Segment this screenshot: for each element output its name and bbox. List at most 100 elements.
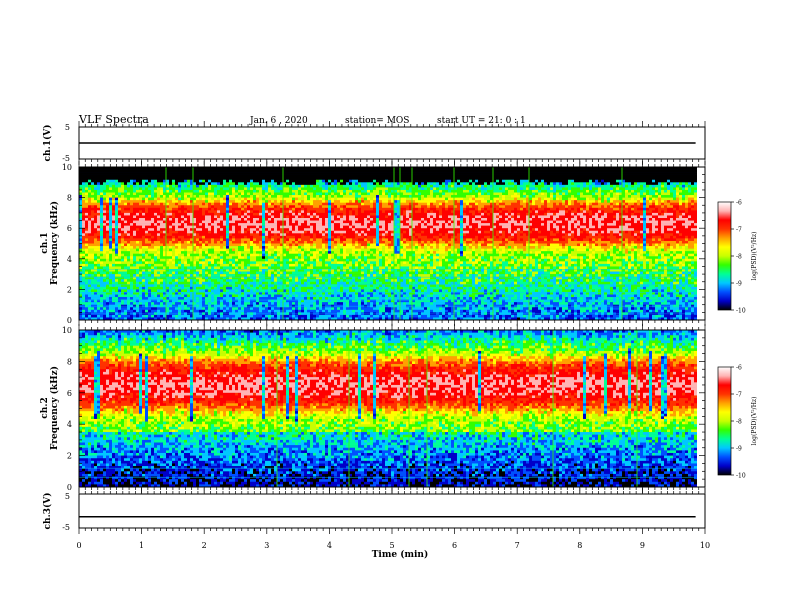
- spectrogram-cell: [79, 291, 82, 295]
- spectrogram-cell: [148, 189, 151, 193]
- spectrogram-cell: [316, 233, 319, 237]
- spectrogram-cell: [295, 202, 298, 206]
- spectrogram-cell: [157, 279, 160, 283]
- spectrogram-cell: [106, 299, 109, 303]
- spectrogram-cell: [232, 263, 235, 267]
- spectrogram-cell: [172, 215, 175, 219]
- spectrogram-cell: [220, 215, 223, 219]
- spectrogram-cell: [127, 210, 130, 214]
- spectrogram-cell: [106, 251, 109, 254]
- spectrogram-cell: [91, 297, 94, 300]
- spectrogram-cell: [253, 297, 256, 300]
- spectrogram-cell: [274, 167, 277, 170]
- spectrogram-cell: [178, 192, 181, 196]
- spectrogram-cell: [112, 218, 115, 221]
- spectrogram-cell: [229, 218, 232, 221]
- spectrogram-cell: [277, 172, 280, 175]
- spectrogram-cell: [148, 271, 151, 275]
- spectrogram-cell: [139, 184, 142, 188]
- spectrogram-cell: [214, 172, 217, 175]
- spectrogram-cell: [82, 246, 85, 249]
- spectrogram-cell: [286, 276, 289, 280]
- spectrogram-cell: [145, 314, 148, 318]
- spectrogram-cell: [259, 230, 262, 234]
- spectrogram-cell: [112, 240, 115, 244]
- spectrogram-cell: [154, 220, 157, 224]
- spectrogram-cell: [259, 297, 262, 300]
- spectrogram-cell: [292, 253, 295, 257]
- spectrogram-cell: [205, 218, 208, 221]
- spectrogram-cell: [238, 235, 241, 239]
- spectrogram-cell: [112, 281, 115, 285]
- spectrogram-cell: [169, 253, 172, 257]
- spectrogram-cell: [247, 212, 250, 216]
- spectrogram-cell: [139, 172, 142, 175]
- spectrogram-cell: [310, 207, 313, 211]
- spectrogram-cell: [247, 307, 250, 311]
- spectrogram-cell: [154, 195, 157, 198]
- spectrogram-cell: [112, 263, 115, 267]
- spectrogram-cell: [106, 207, 109, 211]
- spectrogram-cell: [154, 261, 157, 265]
- spectrogram-cell: [184, 263, 187, 267]
- spectrogram-cell: [118, 210, 121, 214]
- spectrogram-cell: [208, 309, 211, 313]
- spectrogram-cell: [205, 246, 208, 249]
- spectrogram-cell: [313, 289, 316, 293]
- spectrogram-cell: [166, 240, 169, 244]
- spectrogram-cell: [118, 195, 121, 198]
- spectrogram-cell: [82, 230, 85, 234]
- spectrogram-cell: [232, 251, 235, 254]
- spectrogram-cell: [145, 212, 148, 216]
- spectrogram-cell: [112, 258, 115, 262]
- spectrogram-cell: [262, 207, 265, 211]
- spectrogram-cell: [310, 205, 313, 209]
- spectrogram-cell: [223, 302, 226, 305]
- spectrogram-cell: [79, 274, 82, 277]
- spectrogram-cell: [82, 223, 85, 226]
- spectrogram-cell: [268, 235, 271, 239]
- spectrogram-cell: [127, 182, 130, 186]
- spectrogram-cell: [148, 256, 151, 260]
- spectrogram-cell: [106, 184, 109, 188]
- spectrogram-cell: [220, 174, 223, 178]
- spectrogram-cell: [208, 207, 211, 211]
- spectrogram-cell: [112, 248, 115, 252]
- spectrogram-cell: [289, 205, 292, 209]
- spectrogram-cell: [187, 251, 190, 254]
- spectrogram-cell: [181, 266, 184, 270]
- spectrogram-cell: [247, 253, 250, 257]
- spectrogram-cell: [133, 302, 136, 305]
- spectrogram-cell: [202, 248, 205, 252]
- spectrogram-cell: [304, 240, 307, 244]
- spectrogram-cell: [220, 284, 223, 288]
- spectrogram-cell: [166, 309, 169, 313]
- spectrogram-cell: [163, 317, 166, 320]
- spectrogram-cell: [169, 274, 172, 277]
- spectrogram-cell: [124, 192, 127, 196]
- spectrogram-cell: [100, 212, 103, 216]
- spectrogram-cell: [166, 235, 169, 239]
- spectrogram-cell: [154, 309, 157, 313]
- spectrogram-cell: [268, 225, 271, 229]
- spectrogram-cell: [199, 263, 202, 267]
- spectrogram-cell: [163, 246, 166, 249]
- spectrogram-cell: [160, 189, 163, 193]
- spectrogram-cell: [106, 240, 109, 244]
- spectrogram-cell: [310, 167, 313, 170]
- spectrogram-cell: [97, 187, 100, 191]
- spectrogram-cell: [265, 307, 268, 311]
- spectrogram-cell: [169, 212, 172, 216]
- spectrogram-cell: [100, 286, 103, 290]
- spectrogram-cell: [304, 258, 307, 262]
- spectrogram-cell: [127, 294, 130, 298]
- spectrogram-cell: [85, 197, 88, 201]
- spectrogram-cell: [118, 182, 121, 186]
- spectrogram-cell: [115, 169, 118, 173]
- spectrogram-cell: [121, 200, 124, 203]
- spectrogram-cell: [235, 235, 238, 239]
- spectrogram-cell: [226, 220, 229, 224]
- spectrogram-cell: [79, 263, 82, 267]
- spectrogram-cell: [226, 291, 229, 295]
- spectrogram-cell: [130, 253, 133, 257]
